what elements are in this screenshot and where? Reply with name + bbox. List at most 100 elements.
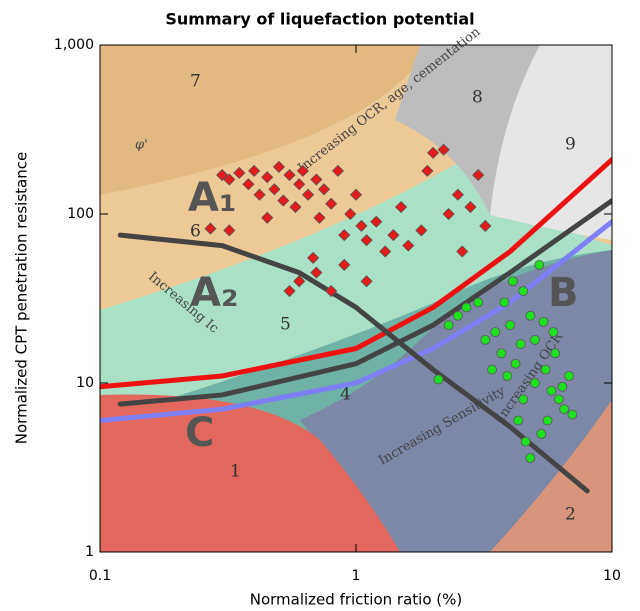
point: [538, 316, 549, 327]
point: [223, 224, 236, 237]
zone-3: [300, 250, 612, 552]
curve: [100, 157, 612, 390]
point: [261, 171, 274, 184]
chart-title: Summary of liquefaction potential: [165, 10, 474, 29]
point: [443, 320, 454, 331]
point: [472, 168, 485, 182]
point: [370, 215, 383, 228]
y-tick-label: 1,000: [54, 37, 94, 53]
point: [277, 194, 290, 207]
point: [310, 173, 323, 186]
point: [487, 364, 497, 375]
zone-2: [490, 400, 612, 552]
zone-label: 9: [565, 135, 576, 155]
point: [360, 275, 373, 288]
point: [534, 259, 545, 270]
point: [338, 229, 351, 242]
point: [452, 310, 463, 321]
point: [479, 219, 492, 232]
point: [505, 320, 516, 331]
zone-label: 5: [280, 315, 291, 335]
zone-label: B: [548, 270, 579, 316]
curve: [117, 232, 590, 494]
point: [550, 348, 561, 359]
x-axis-label: Normalized friction ratio (%): [250, 591, 463, 609]
point: [530, 334, 540, 345]
point: [548, 327, 559, 338]
point: [248, 164, 261, 177]
point: [233, 166, 246, 179]
zone-label: C: [185, 410, 214, 456]
point: [567, 409, 578, 420]
zone-label: 6: [190, 222, 201, 242]
point: [559, 404, 570, 415]
point: [502, 371, 513, 381]
point: [426, 146, 440, 159]
zone-label: A₂: [190, 270, 238, 316]
point: [349, 188, 363, 201]
point: [242, 178, 255, 191]
point: [310, 266, 323, 279]
point: [421, 164, 434, 177]
point: [261, 211, 274, 224]
zone-label: 7: [190, 72, 201, 92]
point: [557, 381, 568, 392]
zone-1: [100, 394, 400, 552]
point: [461, 302, 472, 313]
point: [402, 239, 415, 252]
point: [344, 207, 357, 221]
point: [204, 222, 217, 235]
point: [518, 286, 529, 296]
point: [536, 428, 547, 439]
point: [283, 168, 296, 182]
point: [253, 188, 266, 201]
point: [415, 224, 428, 237]
annotation: φ': [135, 138, 148, 153]
point: [525, 310, 536, 321]
point: [331, 164, 344, 177]
point: [289, 200, 302, 214]
zone-7: [100, 45, 430, 195]
point: [283, 284, 296, 298]
zone-8: [395, 45, 540, 215]
curve: [117, 198, 612, 407]
y-tick-label: 100: [67, 206, 94, 222]
zone-9: [490, 45, 612, 240]
point: [542, 415, 553, 426]
zone-label: 1: [230, 462, 241, 482]
zone-label: 8: [472, 88, 483, 108]
point: [325, 284, 338, 298]
point: [490, 327, 501, 338]
point: [564, 371, 575, 381]
y-tick-label: 1: [85, 544, 94, 560]
y-tick-label: 10: [76, 375, 94, 391]
point: [496, 348, 507, 359]
point: [518, 394, 529, 405]
point: [464, 200, 477, 214]
y-axis-label: Normalized CPT penetration resistance: [13, 152, 31, 444]
point: [530, 378, 540, 388]
point: [338, 258, 351, 271]
point: [553, 394, 564, 405]
point: [499, 297, 510, 308]
x-tick-label: 10: [603, 568, 621, 584]
point: [456, 245, 469, 258]
point: [507, 276, 518, 287]
x-tick-label: 1: [352, 568, 361, 584]
point: [540, 364, 551, 375]
point: [387, 229, 400, 242]
point: [302, 188, 315, 201]
point: [510, 358, 521, 369]
zone-label: 2: [565, 505, 576, 525]
point: [433, 374, 444, 385]
point: [293, 178, 306, 191]
point: [313, 211, 326, 224]
point: [480, 334, 491, 345]
point: [272, 160, 286, 173]
point: [296, 164, 309, 177]
point: [437, 143, 450, 156]
zone-label: 4: [340, 385, 351, 405]
point: [520, 436, 531, 447]
point: [223, 173, 236, 186]
